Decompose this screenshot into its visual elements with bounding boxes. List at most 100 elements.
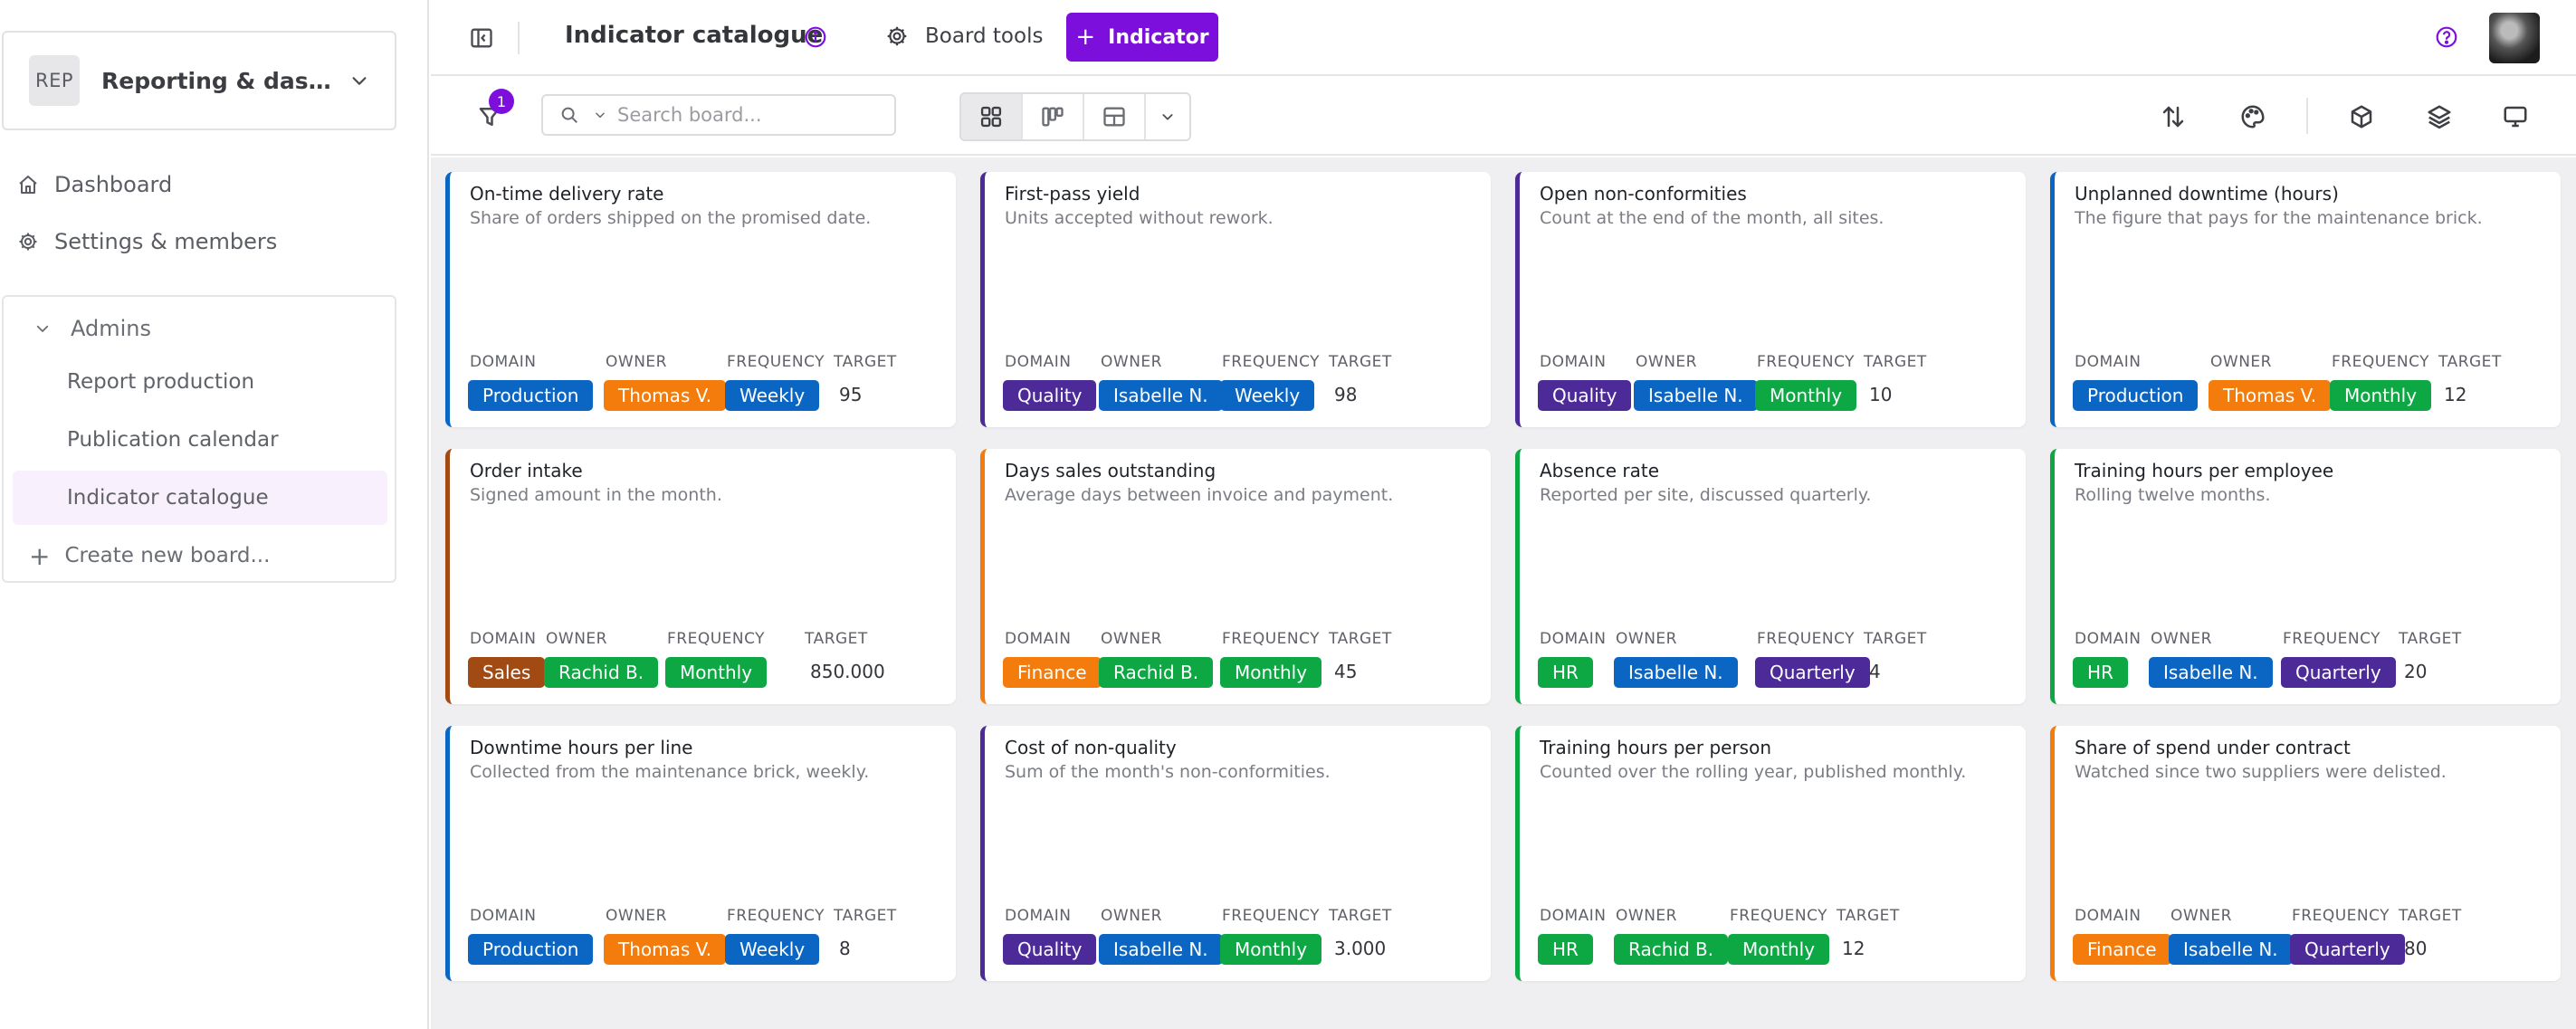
indicator-card[interactable]: Absence rate Reported per site, discussed… [1515,449,2026,704]
chevron-down-icon [36,325,49,332]
indicator-card[interactable]: Share of spend under contract Watched sin… [2050,726,2561,981]
board-link-report-production[interactable]: Report production [67,370,255,394]
nav-dashboard[interactable]: Dashboard [16,163,172,206]
indicator-card[interactable]: Unplanned downtime (hours) The figure tha… [2050,172,2561,427]
field-label-owner: OWNER [546,630,607,648]
owner-tag[interactable]: Isabelle N. [1634,380,1758,411]
card-title: Absence rate [1540,460,1660,481]
admins-section: Admins Report production Publication cal… [2,295,396,583]
indicator-card[interactable]: Training hours per person Counted over th… [1515,726,2026,981]
frequency-tag[interactable]: Weekly [725,380,820,411]
owner-tag[interactable]: Rachid B. [1614,934,1729,965]
grid-icon [980,106,1002,128]
workspace-badge: REP [29,55,80,106]
domain-tag[interactable]: Finance [2073,934,2171,965]
board-link-indicator-catalogue[interactable]: Indicator catalogue [13,471,387,525]
chevron-down-icon [352,77,367,85]
indicator-card[interactable]: Order intake Signed amount in the month. D… [445,449,956,704]
nav-settings[interactable]: Settings & members [16,220,277,263]
info-icon[interactable] [804,25,827,49]
domain-tag[interactable]: HR [1538,657,1593,688]
owner-tag[interactable]: Rachid B. [544,657,659,688]
owner-tag[interactable]: Isabelle N. [2169,934,2293,965]
frequency-tag[interactable]: Weekly [725,934,820,965]
domain-tag[interactable]: Production [468,934,594,965]
indicator-card[interactable]: First-pass yield Units accepted without r… [980,172,1491,427]
card-title: Training hours per person [1540,737,1771,758]
frequency-tag[interactable]: Monthly [1755,380,1857,411]
owner-tag[interactable]: Isabelle N. [2149,657,2273,688]
avatar[interactable] [2489,13,2540,63]
search-input[interactable] [617,104,871,126]
view-kanban-button[interactable] [1023,94,1084,139]
frequency-tag[interactable]: Monthly [2330,380,2432,411]
domain-tag[interactable]: Quality [1003,380,1097,411]
indicator-card[interactable]: Open non-conformities Count at the end of… [1515,172,2026,427]
domain-tag[interactable]: Sales [468,657,546,688]
owner-tag[interactable]: Isabelle N. [1099,934,1223,965]
domain-tag[interactable]: Quality [1003,934,1097,965]
admins-title: Admins [71,316,151,341]
frequency-tag[interactable]: Monthly [665,657,768,688]
owner-tag[interactable]: Thomas V. [604,380,727,411]
field-label-domain: DOMAIN [1540,353,1607,371]
indicator-card[interactable]: Cost of non-quality Sum of the month's no… [980,726,1491,981]
frequency-tag[interactable]: Monthly [1220,657,1322,688]
field-label-frequency: FREQUENCY [2292,907,2390,925]
owner-tag[interactable]: Thomas V. [2209,380,2332,411]
domain-tag[interactable]: Production [468,380,594,411]
monitor-icon[interactable] [2502,103,2529,130]
field-label-domain: DOMAIN [1540,907,1607,925]
cube-icon[interactable] [2348,103,2375,130]
owner-tag[interactable]: Isabelle N. [1099,380,1223,411]
add-indicator-button[interactable]: + Indicator [1066,13,1218,62]
chevron-down-icon[interactable] [594,109,606,121]
card-title: First-pass yield [1005,183,1140,205]
view-table-button[interactable] [1084,94,1146,139]
frequency-tag[interactable]: Weekly [1220,380,1315,411]
palette-icon[interactable] [2239,103,2266,130]
card-title: Days sales outstanding [1005,460,1216,481]
indicator-card[interactable]: On-time delivery rate Share of orders shi… [445,172,956,427]
filter-count-badge: 1 [489,89,514,114]
indicator-card[interactable]: Days sales outstanding Average days betwe… [980,449,1491,704]
board-tools-button[interactable]: Board tools [885,20,1043,52]
domain-tag[interactable]: HR [1538,934,1593,965]
field-label-owner: OWNER [606,353,667,371]
frequency-tag[interactable]: Quarterly [1755,657,1870,688]
target-value: 850.000 [810,661,885,682]
frequency-tag[interactable]: Monthly [1220,934,1322,965]
owner-tag[interactable]: Rachid B. [1099,657,1214,688]
domain-tag[interactable]: HR [2073,657,2128,688]
help-icon[interactable] [2435,25,2458,49]
owner-tag[interactable]: Isabelle N. [1614,657,1738,688]
view-switcher [959,92,1191,141]
field-label-target: TARGET [805,630,868,648]
card-description: Watched since two suppliers were deliste… [2075,762,2447,782]
admins-header[interactable]: Admins [34,311,151,346]
domain-tag[interactable]: Production [2073,380,2199,411]
view-more-button[interactable] [1146,94,1189,139]
field-label-owner: OWNER [2151,630,2212,648]
domain-tag[interactable]: Finance [1003,657,1102,688]
create-board-button[interactable]: + Create new board... [29,539,270,572]
target-value: 12 [2444,384,2467,405]
sort-icon[interactable] [2160,103,2187,130]
indicator-card[interactable]: Downtime hours per line Collected from th… [445,726,956,981]
layers-icon[interactable] [2426,103,2453,130]
owner-tag[interactable]: Thomas V. [604,934,727,965]
frequency-tag[interactable]: Quarterly [2281,657,2396,688]
frequency-tag[interactable]: Monthly [1728,934,1830,965]
workspace-switcher[interactable]: REP Reporting & dashboards [2,31,396,130]
frequency-tag[interactable]: Quarterly [2290,934,2405,965]
indicator-card[interactable]: Training hours per employee Rolling twelv… [2050,449,2561,704]
create-board-label: Create new board... [64,544,271,567]
domain-tag[interactable]: Quality [1538,380,1632,411]
field-label-domain: DOMAIN [2075,907,2142,925]
card-title: Open non-conformities [1540,183,1747,205]
sidebar-toggle-icon[interactable] [469,25,494,51]
field-label-target: TARGET [2399,907,2462,925]
view-grid-button[interactable] [961,94,1023,139]
board-link-publication-calendar[interactable]: Publication calendar [67,428,279,452]
target-value: 4 [1869,661,1881,682]
